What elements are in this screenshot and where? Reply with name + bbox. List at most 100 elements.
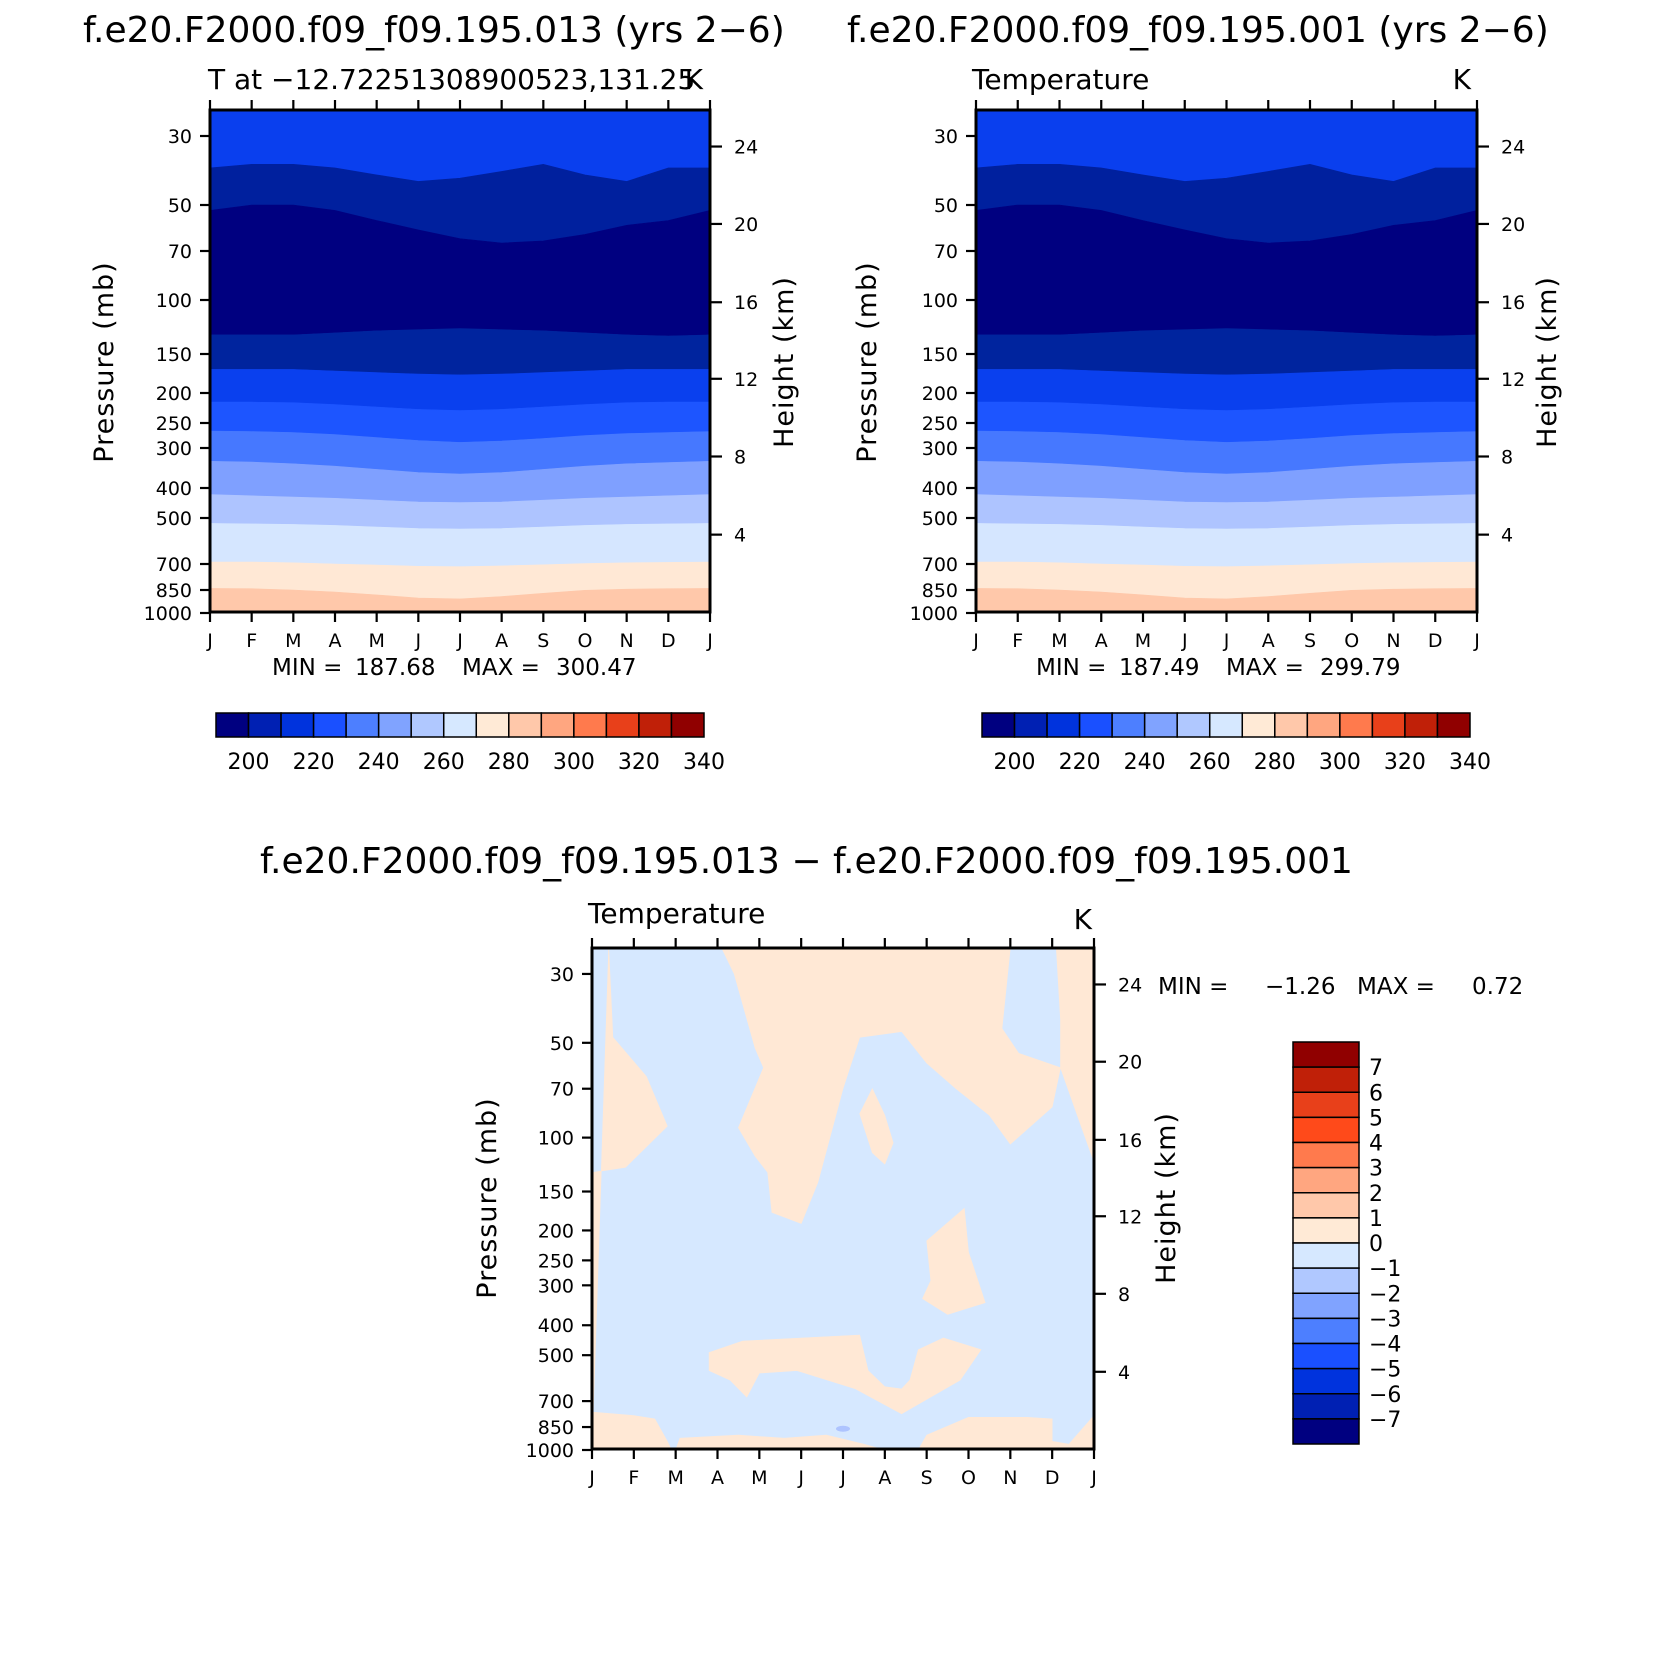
colorbar-box <box>1292 1192 1360 1219</box>
x-tick-label: S <box>537 630 549 652</box>
contour-bands <box>975 109 1478 614</box>
colorbar-box <box>1292 1418 1360 1445</box>
max-label: MAX = <box>1357 974 1435 1000</box>
colorbar-label: −6 <box>1369 1383 1401 1408</box>
max-value: 299.79 <box>1320 655 1400 681</box>
colorbar-box <box>1292 1317 1360 1345</box>
x-tick-label: A <box>711 1467 724 1489</box>
y-right-tick-label: 16 <box>1501 292 1525 314</box>
y-tick-label: 400 <box>538 1315 574 1337</box>
y-tick-label: 400 <box>156 478 192 500</box>
y-tick-label: 200 <box>156 383 192 405</box>
colorbar-label: 220 <box>293 750 335 775</box>
colorbar-box <box>1176 712 1211 738</box>
x-tick-label: A <box>1095 630 1108 652</box>
colorbar-label: 320 <box>618 750 660 775</box>
y-tick-label: 850 <box>922 580 958 602</box>
colorbar-box <box>442 712 478 738</box>
y-right-tick-label: 8 <box>1501 446 1513 468</box>
min-max-stats: MIN = 187.68 MAX = 300.47 <box>272 655 636 681</box>
y-tick-label: 300 <box>156 438 192 460</box>
colorbar-label: −4 <box>1369 1333 1401 1358</box>
x-tick-label: D <box>661 630 676 652</box>
colorbar-label: 220 <box>1059 750 1101 775</box>
height-axis: 24 20 16 12 8 4 <box>710 137 758 547</box>
x-tick-label: O <box>578 630 593 652</box>
colorbar-box <box>981 712 1016 738</box>
min-label: MIN = <box>1036 655 1106 681</box>
x-tick-label: J <box>1181 630 1188 652</box>
y-right-tick-label: 24 <box>1501 137 1525 159</box>
x-tick-label: A <box>329 630 342 652</box>
colorbar-box <box>1292 1342 1360 1370</box>
x-tick-label: S <box>1304 630 1316 652</box>
colorbar-label: 240 <box>358 750 400 775</box>
colorbar-label: 260 <box>423 750 465 775</box>
y-tick-label: 500 <box>922 508 958 530</box>
colorbar-box <box>1292 1116 1360 1144</box>
y-tick-label: 70 <box>168 241 192 263</box>
y-tick-label: 250 <box>156 413 192 435</box>
y-right-tick-label: 24 <box>734 137 758 159</box>
colorbar-box <box>1292 1141 1360 1169</box>
y-tick-label: 100 <box>922 290 958 312</box>
panel-title: f.e20.F2000.f09_f09.195.001 (yrs 2−6) <box>847 10 1549 51</box>
x-tick-label: J <box>706 630 713 652</box>
y-tick-label: 70 <box>550 1079 574 1101</box>
contour-bands <box>591 947 1095 1451</box>
colorbar-box <box>605 712 640 738</box>
temperature-band <box>209 328 711 376</box>
x-tick-label: J <box>415 630 422 652</box>
y-tick-label: 50 <box>934 195 958 217</box>
colorbar-label: 240 <box>1124 750 1166 775</box>
colorbar-label: 200 <box>994 750 1036 775</box>
y-tick-label: 400 <box>922 478 958 500</box>
colorbar-box <box>1339 712 1374 738</box>
panel-title: f.e20.F2000.f09_f09.195.013 (yrs 2−6) <box>83 10 785 51</box>
colorbar-box <box>1292 1041 1360 1068</box>
colorbar-label: 280 <box>1254 750 1296 775</box>
x-tick-label: F <box>1012 630 1023 652</box>
y-tick-label: 250 <box>538 1250 574 1272</box>
y-axis-label: Pressure (mb) <box>472 1097 503 1298</box>
colorbar-label: 6 <box>1369 1081 1383 1106</box>
x-tick-label: J <box>1473 630 1480 652</box>
y-tick-label: 850 <box>538 1417 574 1439</box>
max-label: MAX = <box>462 655 540 681</box>
y-tick-label: 250 <box>922 413 958 435</box>
colorbar-box <box>1292 1066 1360 1093</box>
height-axis: 24 20 16 12 8 4 <box>1477 137 1525 547</box>
colorbar: 200 220 240 260 280 300 320 340 <box>215 712 725 775</box>
y-axis-label: Pressure (mb) <box>89 261 120 462</box>
x-tick-label: F <box>246 630 257 652</box>
positive-region <box>922 1207 986 1315</box>
max-value: 300.47 <box>556 655 636 681</box>
y-tick-label: 200 <box>538 1220 574 1242</box>
y-right-tick-label: 12 <box>734 369 758 391</box>
x-tick-label: F <box>628 1467 639 1489</box>
x-tick-label: A <box>1262 630 1275 652</box>
colorbar-label: −1 <box>1369 1257 1401 1282</box>
y-right-axis-label: Height (km) <box>1532 276 1563 448</box>
colorbar-box <box>1013 712 1048 738</box>
y-tick-label: 700 <box>156 554 192 576</box>
colorbar-box <box>540 712 575 738</box>
colorbar-label: −2 <box>1369 1282 1401 1307</box>
y-tick-label: 30 <box>934 126 958 148</box>
colorbar-label: 5 <box>1369 1106 1383 1131</box>
x-tick-label: O <box>1344 630 1359 652</box>
colorbar-box <box>1292 1166 1360 1194</box>
colorbar-label: −7 <box>1369 1408 1401 1433</box>
y-tick-label: 850 <box>156 580 192 602</box>
x-tick-label: D <box>1045 1467 1060 1489</box>
colorbar-box <box>215 712 250 738</box>
x-tick-label: A <box>495 630 508 652</box>
y-tick-label: 150 <box>538 1182 574 1204</box>
y-tick-label: 1000 <box>526 1440 574 1462</box>
temperature-band <box>209 523 711 568</box>
